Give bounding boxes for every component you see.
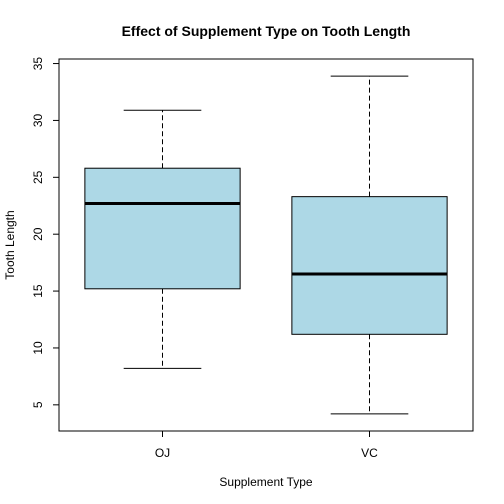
iqr-box <box>291 196 448 335</box>
chart-title: Effect of Supplement Type on Tooth Lengt… <box>122 23 411 39</box>
y-tick-label: 5 <box>31 401 45 408</box>
box-vc <box>291 75 448 415</box>
y-tick-label: 10 <box>31 341 45 355</box>
y-axis: 5 10 15 20 25 30 35 <box>31 57 60 408</box>
y-axis-label: Tooth Length <box>3 210 17 279</box>
boxes-group <box>84 75 448 415</box>
x-tick-label: OJ <box>155 446 170 460</box>
iqr-box <box>84 167 241 290</box>
y-tick-label: 15 <box>31 284 45 298</box>
y-tick-label: 30 <box>31 113 45 127</box>
x-tick-label: VC <box>361 446 378 460</box>
y-tick-label: 35 <box>31 57 45 71</box>
x-axis-label: Supplement Type <box>219 475 313 489</box>
box-oj <box>84 109 241 369</box>
y-tick-label: 25 <box>31 170 45 184</box>
y-tick-label: 20 <box>31 227 45 241</box>
x-axis: OJ VC <box>155 430 378 460</box>
